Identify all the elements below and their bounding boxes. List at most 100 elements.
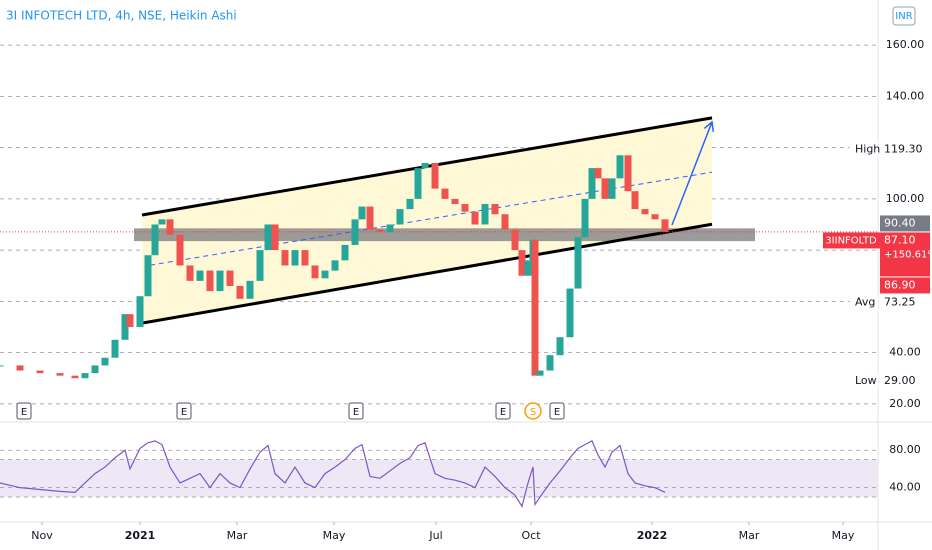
event-marker[interactable]	[16, 402, 32, 420]
support-zone	[134, 228, 755, 242]
candle	[101, 357, 109, 366]
candle	[491, 203, 499, 215]
candle	[151, 224, 159, 256]
candle	[631, 191, 639, 210]
candle	[264, 224, 272, 251]
candle	[608, 178, 616, 199]
channel-lower	[141, 222, 713, 325]
currency[interactable]: INR	[895, 11, 912, 22]
price-label-box	[880, 277, 930, 294]
event-marker[interactable]	[176, 402, 192, 420]
candle	[616, 155, 624, 179]
event-marker[interactable]	[549, 402, 565, 420]
candle	[574, 237, 582, 289]
candle	[511, 229, 519, 251]
candle	[301, 250, 309, 266]
candle	[451, 198, 459, 204]
candle	[111, 339, 119, 358]
y-tick-label: 40.00	[889, 346, 921, 359]
price-label-box	[880, 215, 930, 232]
price-label-box	[880, 294, 930, 311]
candle	[166, 219, 174, 235]
y-tick-label: 140.00	[886, 89, 925, 102]
candle	[531, 239, 539, 376]
event-label: E	[500, 407, 506, 418]
channel-middle	[149, 171, 713, 266]
candle	[431, 162, 439, 189]
candle	[471, 211, 479, 225]
candle	[376, 229, 384, 233]
candle	[441, 188, 449, 199]
candle	[126, 314, 134, 327]
event-marker[interactable]	[524, 402, 542, 420]
candle	[206, 270, 214, 292]
event-marker[interactable]	[495, 402, 511, 420]
x-tick-label: 2022	[637, 529, 668, 542]
y-tick-label: 40.00	[889, 481, 921, 494]
candle	[196, 270, 204, 281]
price-label-name: Avg	[855, 295, 875, 308]
candle	[158, 219, 166, 225]
chart-title: 3I INFOTECH LTD, 4h, NSE, Heikin Ashi	[6, 9, 237, 23]
candle	[291, 250, 299, 266]
price-label-name-box	[850, 294, 878, 311]
y-tick-label: 160.00	[886, 38, 925, 51]
event-label: S	[530, 407, 536, 418]
candle	[311, 265, 319, 279]
candle	[406, 198, 414, 210]
candle	[358, 206, 366, 220]
candle	[281, 250, 289, 266]
price-label-name-box	[850, 141, 878, 158]
candle	[81, 373, 89, 379]
candle	[566, 288, 574, 338]
y-tick-label: 80.00	[889, 443, 921, 456]
x-tick-label: May	[323, 529, 346, 542]
candle	[421, 162, 429, 169]
candle	[136, 296, 144, 327]
price-label-box	[880, 141, 930, 158]
price-label-box	[880, 232, 930, 277]
candle	[256, 250, 264, 281]
candle	[386, 224, 394, 233]
price-label: 86.90	[884, 278, 916, 291]
price-label-name-box	[850, 372, 878, 389]
y-tick-label: 100.00	[886, 192, 925, 205]
event-marker[interactable]	[348, 402, 364, 420]
candle	[56, 373, 64, 376]
x-tick-label: Mar	[227, 529, 248, 542]
candle	[641, 209, 649, 215]
x-tick-label: Mar	[739, 529, 760, 542]
candle	[176, 234, 184, 266]
candle	[601, 178, 609, 199]
candle	[518, 250, 526, 276]
candle	[271, 224, 279, 251]
event-label: E	[554, 407, 560, 418]
candle	[624, 155, 632, 192]
price-label: 29.00	[884, 374, 916, 387]
candle	[0, 365, 4, 367]
series-name-box	[823, 232, 880, 249]
price-label-name: High	[855, 142, 880, 155]
candle	[321, 270, 329, 279]
candle	[351, 219, 359, 245]
price-label-name: Low	[855, 374, 877, 387]
arrow	[671, 121, 713, 226]
price-change: +150.61%	[884, 249, 932, 260]
x-tick-label: 2021	[125, 529, 156, 542]
candle	[331, 260, 339, 271]
candle	[524, 260, 532, 276]
candle	[16, 365, 24, 371]
candle	[594, 168, 602, 179]
candle	[341, 244, 349, 261]
currency-box[interactable]	[892, 6, 916, 26]
price-label: 87.10	[884, 233, 916, 246]
candle	[414, 168, 422, 199]
candle	[536, 370, 544, 376]
price-label-box	[880, 372, 930, 389]
y-tick-label: 20.00	[889, 397, 921, 410]
candle	[588, 168, 596, 199]
x-tick-label: Oct	[521, 529, 541, 542]
candle	[144, 255, 152, 297]
